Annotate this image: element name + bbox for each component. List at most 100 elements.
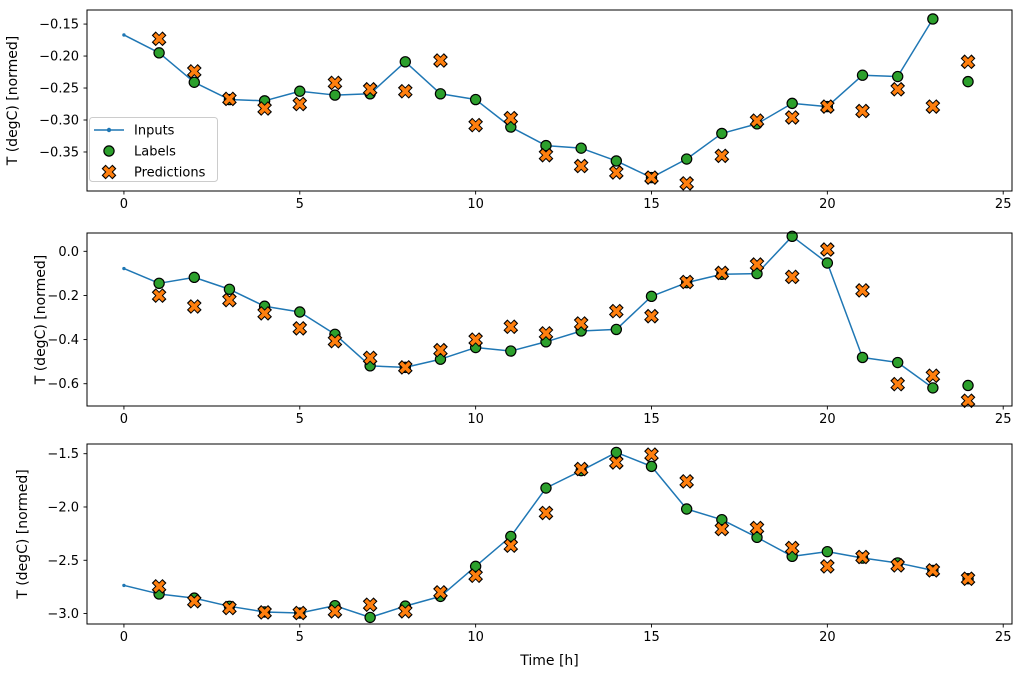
inputs-dot-marker [122,583,126,588]
legend-predictions-marker-sample [101,164,117,180]
predictions-marker [819,558,835,574]
y-tick-label: −0.2 [47,289,79,304]
axes-spines [86,9,1013,192]
labels-marker [962,379,974,392]
y-tick-label: −0.30 [39,114,79,129]
x-tick-label: 5 [296,197,304,212]
predictions-marker [855,549,870,565]
labels-marker [188,76,200,88]
predictions-marker [890,376,906,392]
x-tick-label: 25 [995,412,1012,427]
predictions-marker [749,257,765,272]
predictions-marker [714,521,730,537]
predictions-marker [573,158,589,174]
predictions-marker [186,64,202,79]
labels-marker [821,257,834,269]
predictions-marker [714,265,730,281]
predictions-marker [749,520,765,536]
predictions-marker [925,368,941,384]
labels-marker [188,271,200,284]
legend-item: Labels [103,145,176,160]
inputs-line [123,235,934,389]
predictions-marker [608,165,624,180]
labels-marker [153,277,165,290]
labels-marker [575,142,587,154]
x-tick-label: 20 [819,412,836,427]
predictions-marker [327,333,343,349]
legend-item: Predictions [101,164,206,181]
legend-item-label: Labels [134,145,176,160]
predictions-marker [644,447,659,463]
legend-item-label: Predictions [134,166,206,181]
labels-marker [821,545,834,558]
predictions-marker [960,393,976,409]
x-tick-label: 20 [819,630,836,645]
predictions-marker [714,148,730,164]
predictions-marker [960,54,976,70]
y-tick-label: −0.6 [47,377,79,392]
x-tick-label: 15 [643,630,660,645]
axes-spines [86,232,1013,407]
predictions-marker [784,540,800,556]
predictions-marker [784,269,800,285]
labels-marker [645,290,658,303]
predictions-marker [819,99,835,114]
predictions-marker [433,584,448,600]
predictions-marker [855,103,870,119]
x-tick-label: 0 [120,630,128,645]
predictions-marker [222,91,237,107]
predictions-marker [327,603,343,619]
y-axis-label: T (degC) [normed] [33,255,49,386]
predictions-marker [186,593,202,609]
x-axis-label: Time [h] [519,653,579,669]
x-tick-label: 20 [819,197,836,212]
predictions-marker [503,110,519,126]
labels-marker [891,70,904,83]
labels-marker [786,230,798,243]
predictions-marker [679,274,695,290]
predictions-marker [362,350,378,366]
predictions-marker [186,299,202,314]
y-tick-label: −0.35 [39,145,79,160]
predictions-marker [222,600,237,616]
predictions-marker [819,242,835,257]
x-tick-label: 10 [467,197,484,212]
y-tick-label: −0.25 [39,82,79,97]
labels-marker [610,323,623,336]
y-tick-label: −0.4 [47,333,79,348]
labels-marker [716,127,728,140]
predictions-marker [749,113,765,129]
y-tick-label: −2.5 [47,554,79,569]
labels-marker [856,351,869,364]
predictions-marker [538,326,554,341]
x-tick-label: 15 [643,197,660,212]
predictions-marker [890,81,906,97]
y-axis-label: T (degC) [normed] [5,36,21,167]
labels-marker [540,139,552,152]
inputs-dot-marker [122,266,126,271]
predictions-marker [503,319,519,335]
predictions-marker [397,83,413,99]
labels-marker [540,482,552,494]
x-tick-label: 5 [296,412,304,427]
predictions-marker [362,597,378,613]
predictions-marker [679,175,695,191]
predictions-marker [573,461,589,477]
predictions-marker [503,538,519,554]
predictions-marker [362,81,378,97]
predictions-marker [327,75,343,91]
predictions-marker [538,505,554,521]
axes-spines [86,443,1013,625]
predictions-marker [538,147,554,163]
predictions-marker [925,563,941,578]
inputs-line [123,18,934,179]
y-tick-label: −1.5 [47,447,79,462]
labels-marker [505,530,517,543]
legend: Inputs Labels Predictions [89,117,218,182]
labels-marker [294,306,306,318]
predictions-marker [679,474,695,489]
x-tick-label: 10 [467,412,484,427]
predictions-marker [784,110,800,125]
predictions-marker [292,605,308,621]
